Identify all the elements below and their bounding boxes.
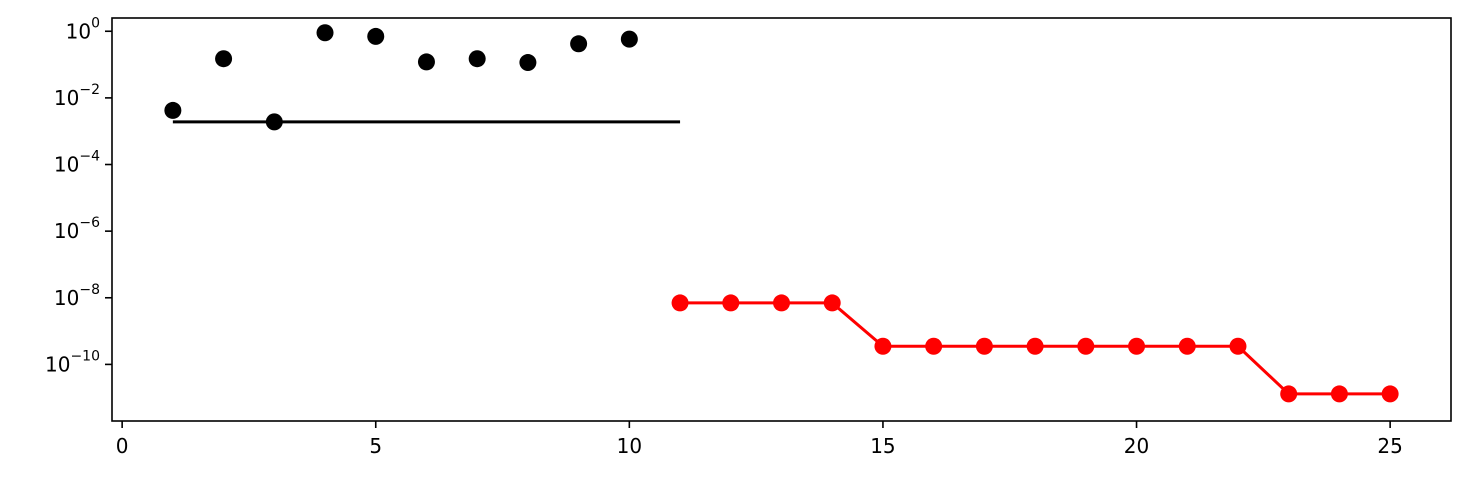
y-tick-label: 100 [66, 15, 100, 43]
series-3-point [722, 294, 740, 312]
y-tick-label: 10−4 [54, 149, 100, 177]
series-1-point [468, 50, 486, 68]
x-axis: 0 5 10 15 20 25 [116, 421, 1403, 458]
y-tick-label: 10−2 [54, 82, 100, 110]
plot-layer [164, 24, 1399, 403]
y-tick-label: 10−6 [54, 215, 100, 243]
series-3-point [1330, 385, 1348, 403]
y-tick-label: 10−8 [54, 282, 100, 310]
series-1-point [620, 30, 638, 48]
series-1-point [519, 54, 537, 72]
y-tick-label: 10−10 [45, 348, 100, 376]
x-tick-label: 5 [369, 434, 382, 458]
series-3-point [773, 294, 790, 312]
series-3 [671, 294, 1399, 403]
series-1-point [316, 24, 334, 42]
series-3-point [925, 337, 943, 355]
series-3-point [1026, 337, 1044, 355]
x-tick-label: 10 [617, 434, 642, 458]
series-1 [164, 24, 638, 131]
series-3-point [671, 294, 689, 312]
x-tick-label: 20 [1124, 434, 1149, 458]
x-tick-label: 15 [870, 434, 895, 458]
y-axis: 100 10−2 10−4 10−6 10−8 10−10 [45, 15, 112, 376]
series-1-point [215, 50, 233, 68]
series-1-point [570, 35, 588, 53]
series-3-point [1280, 385, 1298, 403]
x-tick-label: 0 [116, 434, 129, 458]
series-3-point [1077, 337, 1095, 355]
series-3-point [1381, 385, 1399, 403]
series-3-point [823, 294, 841, 312]
series-3-point [1178, 337, 1196, 355]
x-tick-label: 25 [1377, 434, 1402, 458]
series-3-point [975, 337, 993, 355]
axes-frame [111, 17, 1452, 422]
series-3-point [874, 337, 892, 355]
series-3-point [1128, 337, 1146, 355]
plot-area [164, 24, 1399, 403]
series-1-point [417, 53, 435, 71]
series-1-point [164, 101, 182, 119]
series-1-point [367, 27, 385, 45]
series-3-point [1229, 337, 1247, 355]
